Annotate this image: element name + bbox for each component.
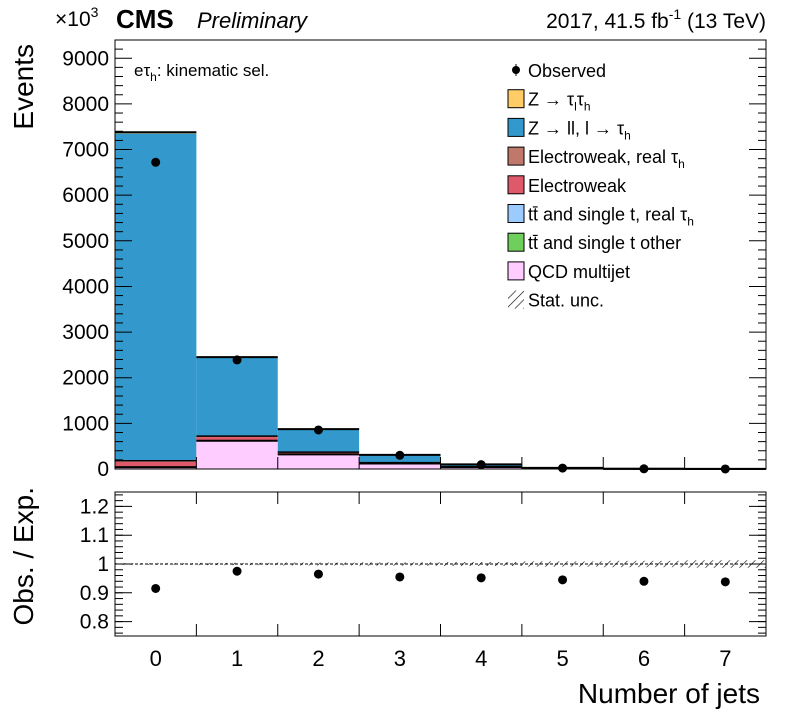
x-tick-label-7: 7 xyxy=(719,646,731,671)
ratio-point-5 xyxy=(558,575,568,585)
bar-1-series-3 xyxy=(196,437,278,441)
legend-label-zll: Z → ll, l → τh xyxy=(528,118,631,142)
ratio-point-6 xyxy=(639,576,649,586)
ratio-point-1 xyxy=(232,566,242,576)
y-axis-title-ratio: Obs. / Exp. xyxy=(8,487,39,626)
ratio-band-3 xyxy=(359,562,441,566)
top-ytick-label-5: 5000 xyxy=(62,230,109,253)
top-ytick-label-4: 4000 xyxy=(62,275,109,298)
legend-swatch-ewk xyxy=(507,175,525,195)
top-ytick-label-3: 3000 xyxy=(62,321,109,344)
x-tick-label-4: 4 xyxy=(475,646,487,671)
legend-label-stat: Stat. unc. xyxy=(528,291,604,311)
top-ytick-label-7: 7000 xyxy=(62,139,109,162)
y-axis-title-top: Events xyxy=(8,44,39,130)
legend-swatch-ewk_real xyxy=(507,146,525,166)
x-tick-label-1: 1 xyxy=(231,646,243,671)
top-ytick-label-8: 8000 xyxy=(62,93,109,116)
observed-point-1 xyxy=(232,355,242,365)
bar-2-series-5 xyxy=(277,429,360,453)
legend-swatch-tt_other xyxy=(507,232,525,252)
x-axis-title: Number of jets xyxy=(578,678,760,709)
observed-point-3 xyxy=(395,450,405,460)
ratio-ytick-label-4: 1.2 xyxy=(80,495,109,518)
ratio-ytick-label-3: 1.1 xyxy=(80,524,109,547)
ratio-band-2 xyxy=(277,562,360,566)
bar-0-series-3 xyxy=(115,461,197,468)
top-ytick-label-1: 1000 xyxy=(62,412,109,435)
ratio-point-2 xyxy=(313,569,323,579)
legend-label-observed: Observed xyxy=(528,61,606,81)
ratio-point-0 xyxy=(151,583,161,593)
observed-point-5 xyxy=(558,463,568,473)
legend-label-ewk_real: Electroweak, real τh xyxy=(528,147,685,171)
selection-annotation: eτh: kinematic sel. xyxy=(134,61,269,84)
ratio-uncertainty-band xyxy=(115,560,766,568)
x-tick-label-3: 3 xyxy=(394,646,406,671)
bar-1-series-5 xyxy=(196,357,278,437)
observed-point-0 xyxy=(151,157,161,167)
top-ytick-label-2: 2000 xyxy=(62,367,109,390)
bar-3-series-0 xyxy=(359,463,441,469)
top-ytick-label-9: 9000 xyxy=(62,47,109,70)
lumi-label: 2017, 41.5 fb-1 (13 TeV) xyxy=(546,6,766,33)
status-label: Preliminary xyxy=(197,8,309,33)
ratio-ytick-label-2: 1 xyxy=(97,553,109,576)
experiment-label: CMS xyxy=(116,4,174,34)
legend-swatch-qcd xyxy=(507,261,525,281)
ratio-ytick-label-0: 0.8 xyxy=(80,611,109,634)
ratio-point-3 xyxy=(395,572,405,582)
bar-0-series-5 xyxy=(115,133,197,461)
top-axes: 0 1000 2000 3000 4000 5000 6000 7000 8000 9000 xyxy=(62,39,767,481)
stacked-bars xyxy=(115,131,766,470)
top-ytick-label-0: 0 xyxy=(97,458,109,481)
observed-point-2 xyxy=(313,425,323,435)
legend-swatch-zll xyxy=(507,117,525,137)
ratio-point-7 xyxy=(720,577,730,587)
x-tick-label-0: 0 xyxy=(150,646,162,671)
legend-label-ztautau: Z → τlτh xyxy=(528,90,591,114)
legend-label-qcd: QCD multijet xyxy=(528,262,630,282)
observed-point-4 xyxy=(476,460,486,470)
x-tick-label-6: 6 xyxy=(638,646,650,671)
ratio-axes: 0.8 0.9 1 1.1 1.2 0 1 2 3 4 5 6 7 xyxy=(80,491,767,671)
legend: Observed Z → τlτh Z → ll, l → τh Electrowea… xyxy=(507,61,694,311)
ratio-points xyxy=(151,566,730,593)
legend-label-tt_real: tt̄ and single t, real τh xyxy=(528,205,694,229)
legend-label-ewk: Electroweak xyxy=(528,176,627,196)
x-tick-label-5: 5 xyxy=(556,646,568,671)
legend-label-tt_other: tt̄ and single t other xyxy=(528,233,681,253)
legend-swatch-stat xyxy=(508,290,524,309)
bar-1-series-0 xyxy=(196,440,278,469)
ratio-ytick-label-1: 0.9 xyxy=(80,582,109,605)
y-multiplier: ×103 xyxy=(55,4,99,31)
x-tick-label-2: 2 xyxy=(312,646,324,671)
bar-2-series-0 xyxy=(277,454,360,469)
ratio-band-6 xyxy=(603,560,685,568)
legend-swatch-ztautau xyxy=(507,89,525,109)
ratio-point-4 xyxy=(476,573,486,583)
legend-swatch-tt_real xyxy=(507,204,525,223)
top-ytick-label-6: 6000 xyxy=(62,184,109,207)
